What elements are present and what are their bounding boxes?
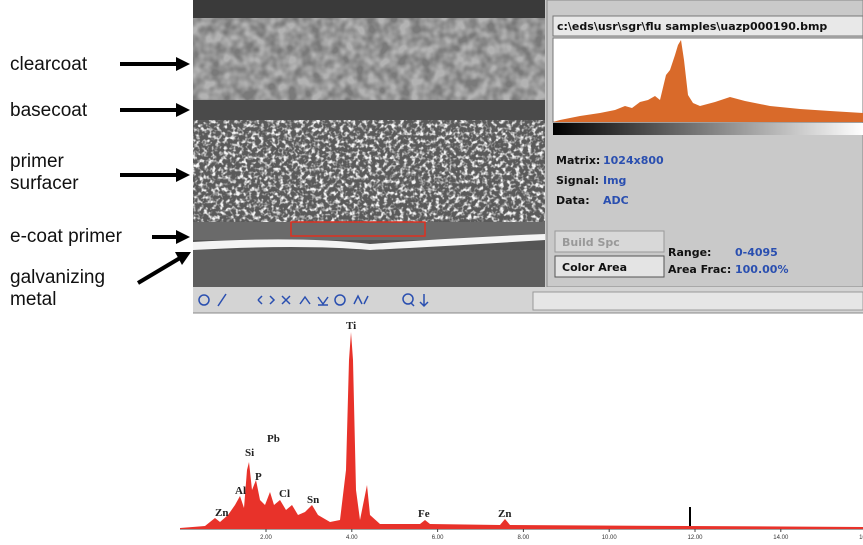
peak-label: P	[255, 471, 262, 483]
button[interactable]	[554, 255, 665, 278]
info-label: Data:	[556, 194, 590, 207]
x-tick-label: 4.00	[346, 535, 358, 541]
button-label[interactable]: Color Area	[562, 261, 627, 274]
info-label: Matrix:	[556, 154, 600, 167]
x-tick-label: 8.00	[518, 535, 530, 541]
info-value: Img	[603, 174, 626, 187]
peak-label: Pb	[267, 433, 280, 445]
peak-label: Zn	[215, 507, 228, 519]
info-value: 1024x800	[603, 154, 664, 167]
x-tick-label: 12.00	[687, 535, 703, 541]
stat-label: Area Frac:	[668, 263, 731, 276]
toolbar	[193, 287, 863, 314]
stat-value: 100.00%	[735, 263, 788, 276]
info-label: Signal:	[556, 174, 599, 187]
layer-label: e-coat primer	[10, 226, 123, 247]
info-value: ADC	[603, 194, 629, 207]
peak-label: Sn	[307, 494, 319, 506]
x-tick-label: 16.00	[859, 535, 863, 541]
x-tick-label: 14.00	[773, 535, 789, 541]
spectrum: Ti Pb Si P Al Cl Sn Zn Fe Zn 2.00 4.00 6.0…	[180, 320, 863, 541]
peak-label: Ti	[346, 320, 356, 332]
peak-label: Al	[235, 485, 246, 497]
spectrum-trace	[180, 332, 863, 529]
x-tick-label: 10.00	[602, 535, 618, 541]
button-label[interactable]: Build Spc	[562, 236, 620, 249]
layer-label: primer surfacer	[10, 151, 79, 194]
stat-value: 0-4095	[735, 246, 778, 259]
histogram	[553, 40, 863, 122]
button[interactable]	[554, 230, 665, 253]
x-tick-label: 2.00	[260, 535, 272, 541]
x-tick-label: 6.00	[432, 535, 444, 541]
info-panel: c:\eds\usr\sgr\flu samples\uazp000190.bm…	[545, 0, 863, 288]
toolbar-icons[interactable]	[198, 293, 429, 308]
peak-label: Fe	[418, 508, 430, 520]
micrograph	[193, 0, 545, 287]
gradient-bar	[553, 123, 863, 135]
layer-label: galvanizing metal	[10, 267, 105, 310]
arrows	[120, 57, 191, 285]
layer-label: basecoat	[10, 100, 88, 121]
peak-label: Si	[245, 447, 254, 459]
stat-label: Range:	[668, 246, 711, 259]
peak-label: Zn	[498, 508, 511, 520]
layer-label: clearcoat	[10, 54, 88, 75]
peak-label: Cl	[279, 488, 290, 500]
file-path: c:\eds\usr\sgr\flu samples\uazp000190.bm…	[557, 20, 827, 33]
